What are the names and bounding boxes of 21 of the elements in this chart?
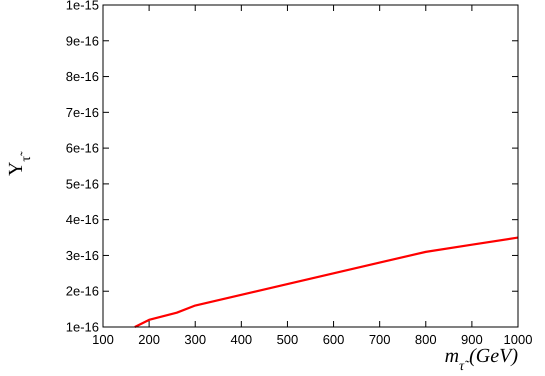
y-tick-label: 8e-16 xyxy=(66,69,99,84)
y-tick-label: 3e-16 xyxy=(66,248,99,263)
y-tick-label: 7e-16 xyxy=(66,104,99,120)
x-tick-label: 900 xyxy=(461,332,483,347)
y-tick-label: 4e-16 xyxy=(66,212,99,228)
x-tick-label: 1000 xyxy=(504,332,532,347)
x-tick-label: 700 xyxy=(368,332,391,347)
x-tick-label: 200 xyxy=(138,332,160,347)
y-tick-label: 9e-16 xyxy=(66,33,99,48)
x-tick-label: 800 xyxy=(414,332,437,347)
x-tick-label: 300 xyxy=(184,332,206,347)
y-tick-label: 1e-15 xyxy=(66,0,99,12)
x-tick-label: 600 xyxy=(322,332,344,347)
y-tick-label: 2e-16 xyxy=(66,284,99,299)
x-tick-label: 400 xyxy=(230,332,252,347)
y-tick-label: 1e-16 xyxy=(66,320,99,334)
x-tick-label: 100 xyxy=(92,332,114,347)
y-tick-label: 6e-16 xyxy=(66,140,99,156)
y-tick-label: 5e-16 xyxy=(66,176,99,192)
x-tick-label: 500 xyxy=(276,332,298,347)
x-axis-title: m$_{τ̃}$ (GeV) xyxy=(444,345,518,374)
